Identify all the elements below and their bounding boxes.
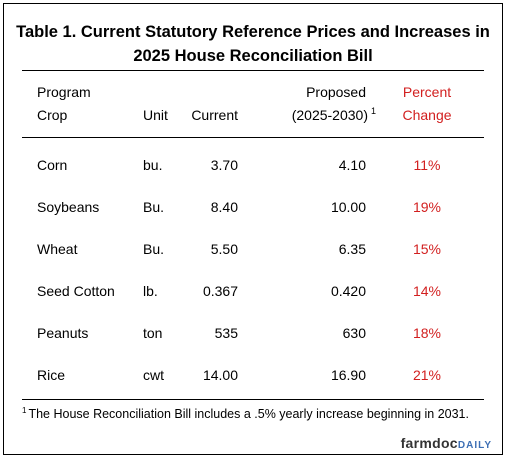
cell-unit: ton — [143, 325, 163, 341]
header-current: Current — [191, 107, 238, 123]
cell-unit: Bu. — [143, 241, 165, 257]
cell-percent-change: 19% — [412, 199, 442, 215]
bottom-rule — [22, 399, 484, 400]
cell-proposed: 630 — [342, 325, 366, 341]
cell-unit: Bu. — [143, 199, 165, 215]
footnote: 1 The House Reconciliation Bill includes … — [22, 406, 492, 423]
header-proposed: Proposed — [306, 84, 366, 100]
header-program: Program — [37, 84, 91, 100]
cell-proposed: 4.10 — [338, 157, 366, 173]
cell-current: 3.70 — [210, 157, 238, 173]
table-title-line-1: Table 1. Current Statutory Reference Pri… — [16, 23, 490, 41]
header-proposed-years: (2025-2030) — [291, 107, 368, 123]
table-title: Table 1. Current Statutory Reference Pri… — [4, 20, 502, 68]
cell-percent-change: 18% — [412, 325, 442, 341]
cell-current: 5.50 — [210, 241, 238, 257]
header-unit: Unit — [143, 107, 168, 123]
cell-proposed: 16.90 — [330, 367, 366, 383]
table-panel: Table 1. Current Statutory Reference Pri… — [3, 3, 503, 455]
cell-unit: lb. — [143, 283, 158, 299]
header-proposed-period: (2025-2030) 1 — [292, 105, 376, 125]
farmdoc-daily-logo: farmdocDAILY — [401, 435, 492, 451]
table-body: Corn bu. 3.70 4.10 11% Soybeans Bu. 8.40 10.00 19… — [4, 4, 502, 454]
cell-percent-change: 11% — [413, 157, 441, 173]
cell-crop: Corn — [37, 157, 68, 173]
cell-percent-change: 21% — [412, 367, 442, 383]
header-percent: Percent — [402, 84, 452, 100]
table-title-line-2: 2025 House Reconciliation Bill — [133, 47, 373, 65]
cell-unit: bu. — [143, 157, 163, 173]
cell-crop: Rice — [37, 367, 66, 383]
header-crop: Crop — [37, 107, 68, 123]
top-rule — [22, 70, 484, 71]
cell-crop: Seed Cotton — [37, 283, 115, 299]
cell-proposed: 10.00 — [330, 199, 366, 215]
header-rule — [22, 137, 484, 138]
cell-crop: Peanuts — [37, 325, 89, 341]
cell-proposed: 6.35 — [338, 241, 366, 257]
cell-percent-change: 14% — [412, 283, 442, 299]
logo-main-text: farmdoc — [400, 435, 458, 451]
cell-current: 0.367 — [202, 283, 238, 299]
cell-current: 535 — [214, 325, 238, 341]
footnote-mark: 1 — [22, 405, 27, 415]
cell-current: 8.40 — [210, 199, 238, 215]
footnote-text: The House Reconciliation Bill includes a… — [28, 407, 469, 421]
cell-proposed: 0.420 — [330, 283, 366, 299]
cell-crop: Wheat — [37, 241, 78, 257]
logo-daily-text: DAILY — [457, 440, 492, 451]
cell-percent-change: 15% — [412, 241, 442, 257]
cell-unit: cwt — [143, 367, 164, 383]
header-change: Change — [402, 107, 452, 123]
cell-current: 14.00 — [202, 367, 238, 383]
header-footnote-mark: 1 — [370, 106, 376, 117]
cell-crop: Soybeans — [37, 199, 100, 215]
